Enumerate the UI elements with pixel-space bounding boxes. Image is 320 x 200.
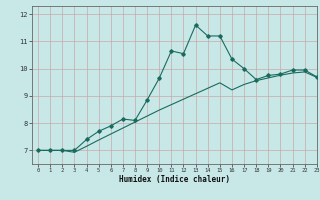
X-axis label: Humidex (Indice chaleur): Humidex (Indice chaleur) xyxy=(119,175,230,184)
